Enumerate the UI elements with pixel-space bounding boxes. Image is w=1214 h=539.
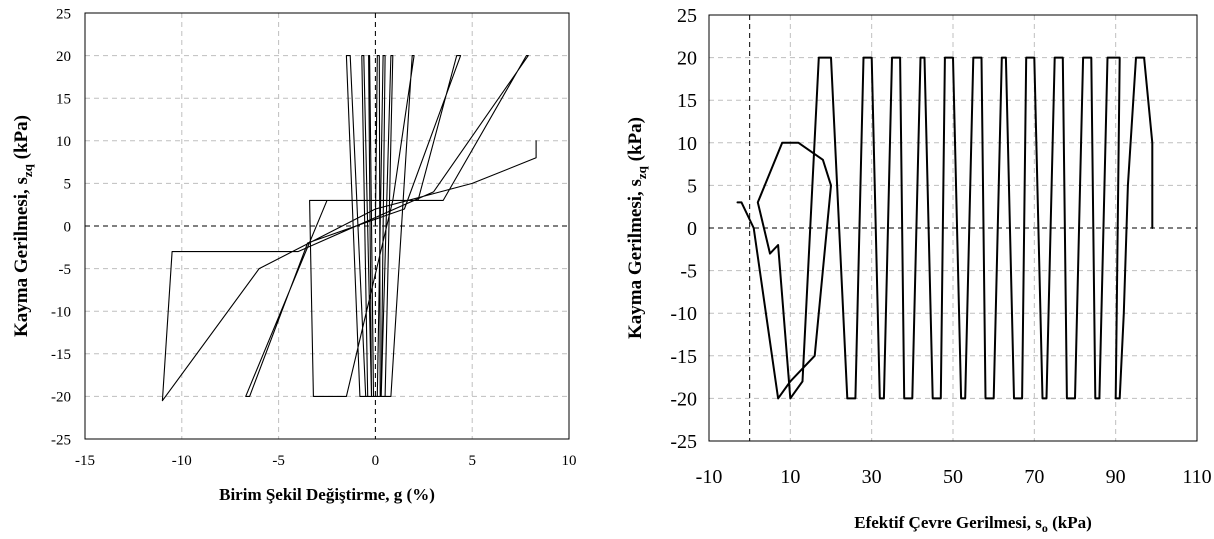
y-tick-label: -25 — [670, 431, 697, 453]
chart-left-series — [161, 55, 537, 402]
x-tick-label: 5 — [468, 453, 476, 469]
series-line-1 — [736, 56, 1154, 400]
chart-right-plot-frame — [708, 14, 1198, 442]
y-tick-label: 5 — [687, 175, 697, 197]
y-tick-label: -20 — [670, 388, 697, 410]
chart-left-plot-frame — [84, 12, 570, 440]
x-tick-label: 90 — [1106, 466, 1126, 488]
chart-right-yticks: 25 20 15 10 5 0 -5 -10 -15 -20 -25 — [670, 5, 697, 453]
y-tick-label: 0 — [687, 218, 697, 240]
y-tick-label: 25 — [56, 6, 71, 22]
y-tick-label: -10 — [51, 304, 71, 320]
chart-left-xticks: -15 -10 -5 0 5 10 — [75, 453, 577, 469]
chart-right-y-axis-title: Kayma Gerilmesi, szq (kPa) — [625, 117, 649, 339]
y-tick-label: -5 — [59, 262, 72, 278]
chart-left-grid — [85, 13, 569, 439]
y-tick-label: 0 — [64, 219, 72, 235]
x-tick-label: 0 — [372, 453, 380, 469]
chart-left-yticks: 25 20 15 10 5 0 -5 -10 -15 -20 -25 — [51, 6, 71, 448]
x-tick-label: 110 — [1182, 466, 1211, 488]
x-tick-label: 50 — [943, 466, 963, 488]
x-tick-label: 30 — [862, 466, 882, 488]
series-line-1 — [161, 55, 537, 402]
y-tick-label: 20 — [56, 49, 71, 65]
x-tick-label: -10 — [172, 453, 192, 469]
chart-right-series — [736, 56, 1154, 400]
y-tick-label: 15 — [677, 90, 697, 112]
y-tick-label: -20 — [51, 390, 71, 406]
y-tick-label: -5 — [680, 261, 697, 283]
y-tick-label: 5 — [64, 177, 72, 193]
x-tick-label: -15 — [75, 453, 95, 469]
y-tick-label: -15 — [51, 347, 71, 363]
y-tick-label: -10 — [670, 303, 697, 325]
y-tick-label: 20 — [677, 48, 697, 70]
x-tick-label: -10 — [696, 466, 723, 488]
x-tick-label: 10 — [780, 466, 800, 488]
x-tick-label: -5 — [272, 453, 285, 469]
y-tick-label: 10 — [56, 134, 71, 150]
chart-left-y-axis-title: Kayma Gerilmesi, szq (kPa) — [11, 115, 35, 337]
x-tick-label: 70 — [1024, 466, 1044, 488]
x-tick-label: 10 — [562, 453, 577, 469]
y-tick-label: 10 — [677, 133, 697, 155]
chart-left: 25 20 15 10 5 0 -5 -10 -15 -20 -25 -15 -10 -5 0 5 10 Bi… — [11, 6, 577, 504]
y-tick-label: -25 — [51, 432, 71, 448]
chart-right-xticks: -10 10 30 50 70 90 110 — [696, 466, 1212, 488]
chart-right-x-axis-title: Efektif Çevre Gerilmesi, so (kPa) — [854, 513, 1092, 535]
y-tick-label: -15 — [670, 346, 697, 368]
y-tick-label: 15 — [56, 91, 71, 107]
chart-left-x-axis-title: Birim Şekil Değiştirme, g (%) — [219, 485, 435, 504]
y-tick-label: 25 — [677, 5, 697, 27]
